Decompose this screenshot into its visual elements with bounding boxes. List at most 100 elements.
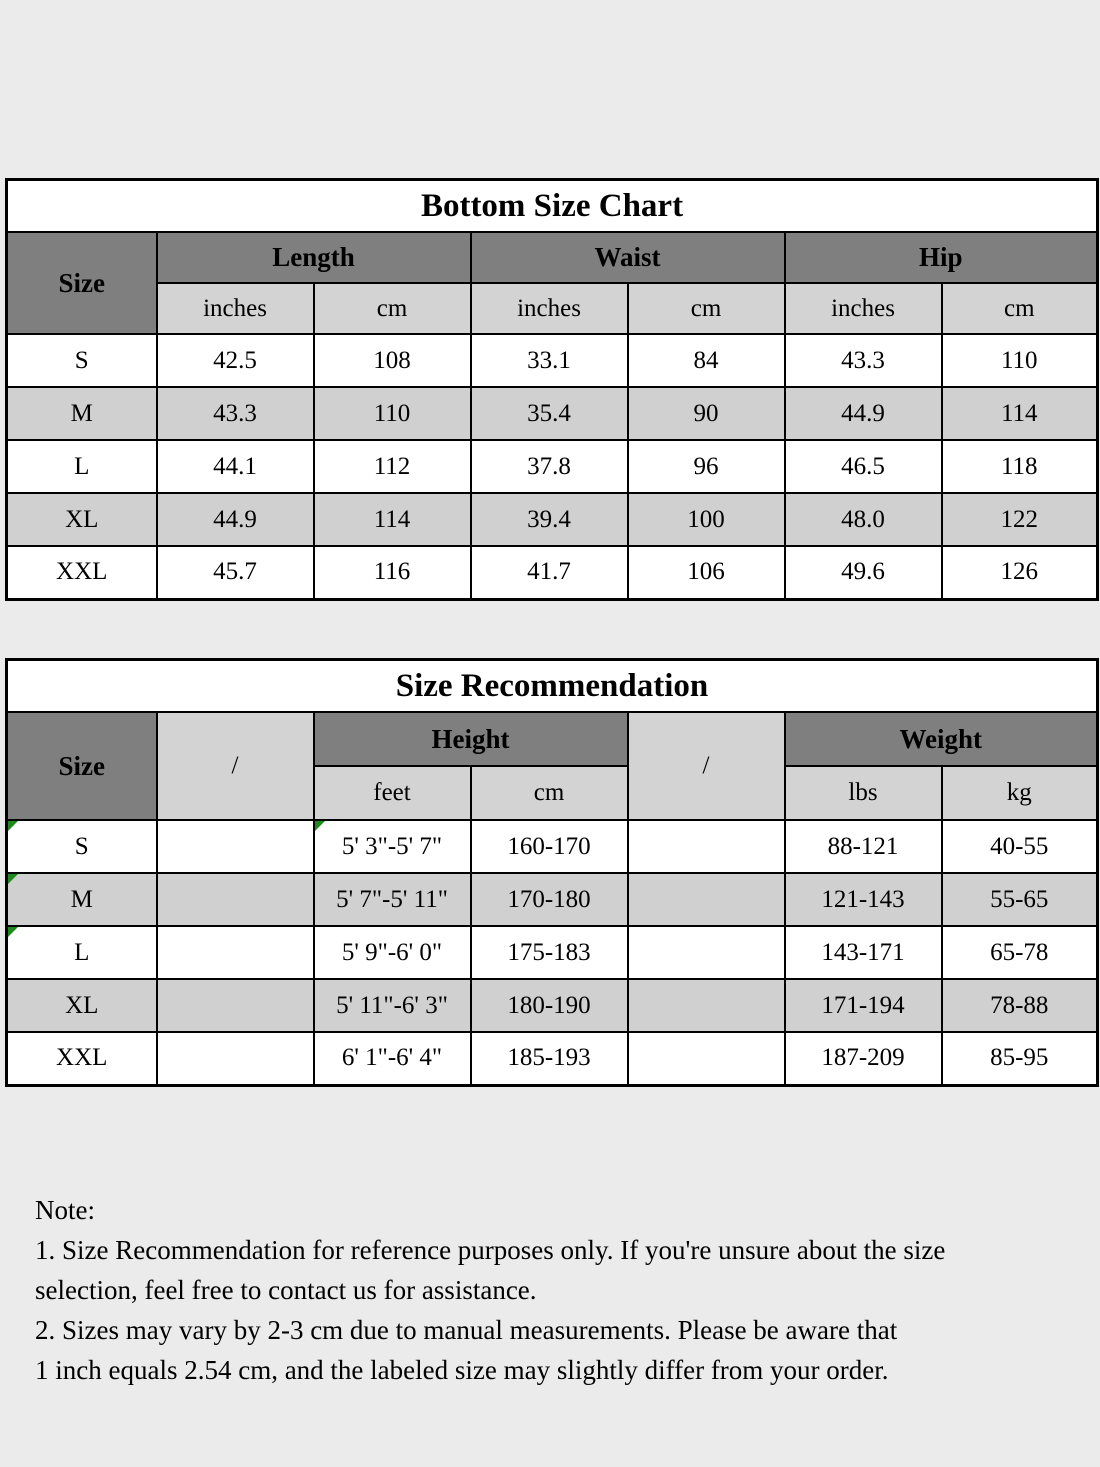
length-inches-cell: 43.3 [155, 386, 315, 441]
slash-cell [626, 978, 786, 1033]
slash-cell [626, 925, 786, 980]
weight-lbs-cell: 171-194 [783, 978, 943, 1033]
table-row-l: L 44.1 112 37.8 96 46.5 118 [5, 439, 1099, 494]
length-cm-cell: 116 [312, 545, 472, 600]
height-cm-cell: 175-183 [469, 925, 629, 980]
weight-lbs-cell: 187-209 [783, 1031, 943, 1086]
table-row-m: M 5' 7"-5' 11" 170-180 121-143 55-65 [5, 872, 1099, 927]
table-row-l: L 5' 9"-6' 0" 175-183 143-171 65-78 [5, 925, 1099, 980]
slash-cell [155, 1031, 315, 1086]
table-row-m: M 43.3 110 35.4 90 44.9 114 [5, 386, 1099, 441]
size-cell: M [5, 386, 158, 441]
weight-kg-cell: 65-78 [940, 925, 1099, 980]
hip-cm-cell: 114 [940, 386, 1099, 441]
size-cell: XL [5, 978, 158, 1033]
slash-cell [626, 872, 786, 927]
waist-cm-cell: 106 [626, 545, 786, 600]
height-cm-cell: 160-170 [469, 819, 629, 874]
weight-group-header: Weight [783, 711, 1099, 767]
excel-flag-triangle-icon [8, 822, 18, 831]
height-feet-cell: 5' 7"-5' 11" [312, 872, 472, 927]
size-cell: XXL [5, 545, 158, 600]
size-cell: S [5, 333, 158, 388]
table-row-xl: XL 44.9 114 39.4 100 48.0 122 [5, 492, 1099, 547]
note-line-2-continued: 1 inch equals 2.54 cm, and the labeled s… [35, 1355, 889, 1385]
weight-lbs-cell: 143-171 [783, 925, 943, 980]
length-inches-cell: 44.9 [155, 492, 315, 547]
length-inches-header: inches [155, 282, 315, 335]
size-recommendation-title: Size Recommendation [5, 658, 1099, 713]
slash-cell [155, 925, 315, 980]
waist-cm-cell: 84 [626, 333, 786, 388]
excel-flag-triangle-icon [8, 928, 18, 937]
table-row-s: S 5' 3"-5' 7" 160-170 88-121 40-55 [5, 819, 1099, 874]
size-column-header: Size [5, 711, 158, 821]
waist-cm-cell: 96 [626, 439, 786, 494]
hip-cm-header: cm [940, 282, 1099, 335]
waist-inches-header: inches [469, 282, 629, 335]
size-column-header: Size [5, 231, 158, 335]
weight-lbs-cell: 121-143 [783, 872, 943, 927]
hip-inches-cell: 49.6 [783, 545, 943, 600]
waist-cm-header: cm [626, 282, 786, 335]
note-line-1: 1. Size Recommendation for reference pur… [35, 1235, 946, 1265]
note-section: Note: 1. Size Recommendation for referen… [35, 1190, 1075, 1390]
table-row-xxl: XXL 6' 1"-6' 4" 185-193 187-209 85-95 [5, 1031, 1099, 1086]
slash-cell [626, 819, 786, 874]
length-cm-header: cm [312, 282, 472, 335]
length-inches-cell: 44.1 [155, 439, 315, 494]
weight-kg-header: kg [940, 765, 1099, 821]
slash-column-header: / [626, 711, 786, 821]
hip-inches-cell: 48.0 [783, 492, 943, 547]
hip-cm-cell: 110 [940, 333, 1099, 388]
size-cell: S [5, 819, 158, 874]
waist-inches-cell: 33.1 [469, 333, 629, 388]
table-row-s: S 42.5 108 33.1 84 43.3 110 [5, 333, 1099, 388]
waist-cm-cell: 100 [626, 492, 786, 547]
size-recommendation-table: Size Recommendation Size / Height / Weig… [5, 658, 1099, 1087]
weight-kg-cell: 85-95 [940, 1031, 1099, 1086]
length-inches-cell: 42.5 [155, 333, 315, 388]
height-feet-cell: 6' 1"-6' 4" [312, 1031, 472, 1086]
weight-kg-cell: 55-65 [940, 872, 1099, 927]
length-inches-cell: 45.7 [155, 545, 315, 600]
note-heading: Note: [35, 1195, 95, 1225]
hip-cm-cell: 122 [940, 492, 1099, 547]
hip-inches-cell: 44.9 [783, 386, 943, 441]
hip-inches-header: inches [783, 282, 943, 335]
bottom-size-chart-title: Bottom Size Chart [5, 178, 1099, 233]
height-feet-cell: 5' 3"-5' 7" [312, 819, 472, 874]
weight-kg-cell: 40-55 [940, 819, 1099, 874]
excel-flag-triangle-icon [8, 875, 18, 884]
size-cell: XL [5, 492, 158, 547]
table-row-xxl: XXL 45.7 116 41.7 106 49.6 126 [5, 545, 1099, 600]
table-row-xl: XL 5' 11"-6' 3" 180-190 171-194 78-88 [5, 978, 1099, 1033]
hip-cm-cell: 118 [940, 439, 1099, 494]
height-feet-header: feet [312, 765, 472, 821]
slash-cell [155, 819, 315, 874]
note-line-1-continued: selection, feel free to contact us for a… [35, 1275, 537, 1305]
size-cell: XXL [5, 1031, 158, 1086]
weight-kg-cell: 78-88 [940, 978, 1099, 1033]
slash-cell [155, 872, 315, 927]
length-cm-cell: 114 [312, 492, 472, 547]
note-line-2: 2. Sizes may vary by 2-3 cm due to manua… [35, 1315, 898, 1345]
height-feet-cell: 5' 11"-6' 3" [312, 978, 472, 1033]
height-cm-cell: 170-180 [469, 872, 629, 927]
height-cm-header: cm [469, 765, 629, 821]
waist-inches-cell: 41.7 [469, 545, 629, 600]
slash-column-header: / [155, 711, 315, 821]
hip-group-header: Hip [783, 231, 1099, 284]
hip-inches-cell: 43.3 [783, 333, 943, 388]
length-cm-cell: 112 [312, 439, 472, 494]
size-cell: L [5, 925, 158, 980]
length-cm-cell: 108 [312, 333, 472, 388]
height-cm-cell: 185-193 [469, 1031, 629, 1086]
height-feet-cell: 5' 9"-6' 0" [312, 925, 472, 980]
hip-inches-cell: 46.5 [783, 439, 943, 494]
weight-lbs-cell: 88-121 [783, 819, 943, 874]
hip-cm-cell: 126 [940, 545, 1099, 600]
slash-cell [155, 978, 315, 1033]
height-group-header: Height [312, 711, 629, 767]
